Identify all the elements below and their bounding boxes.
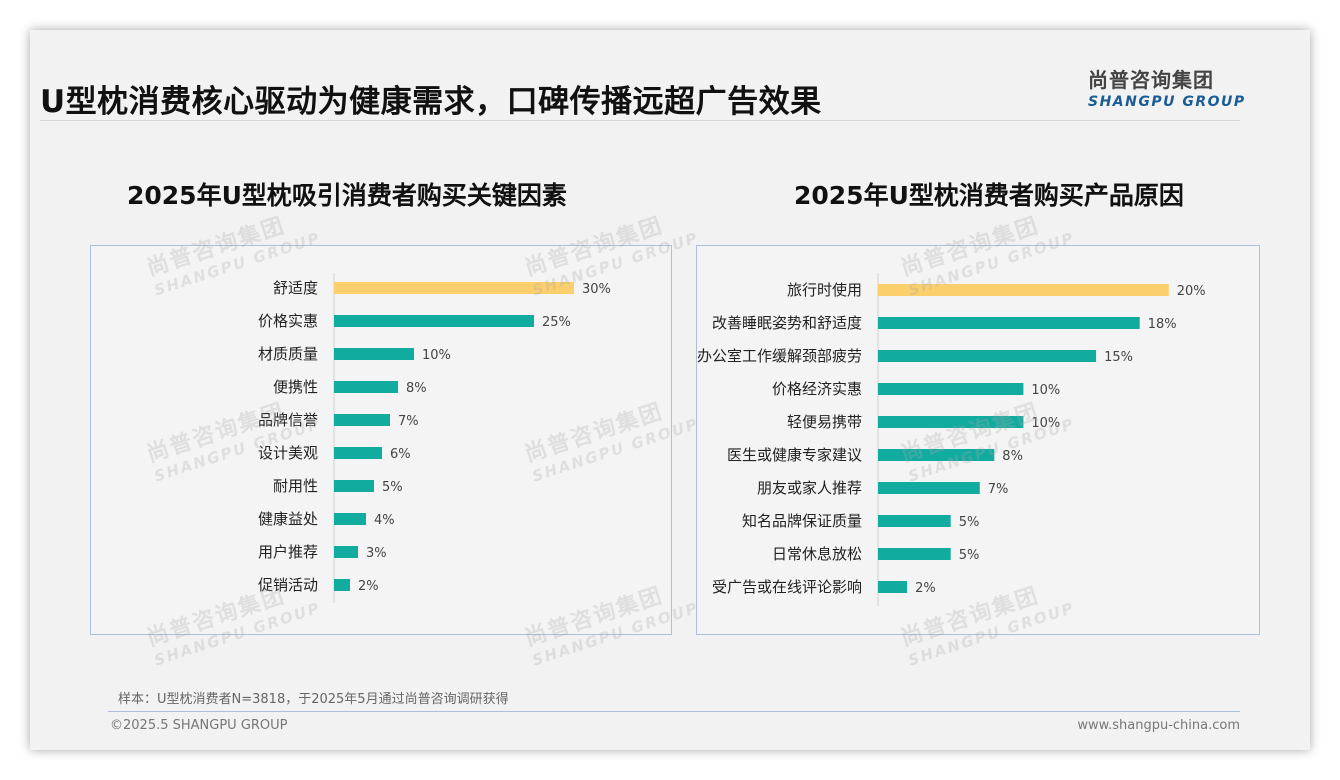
value-label: 4% <box>374 513 395 528</box>
bar <box>878 581 908 593</box>
bar <box>334 414 390 426</box>
bar-chart-left: 舒适度 30% 价格实惠 25% 材质质量 10% 便携性 8% 品牌信誉 7% 设计美观 6% 耐用性… <box>258 273 611 603</box>
value-label: 2% <box>915 581 936 596</box>
category-label: 朋友或家人推荐 <box>757 479 862 497</box>
bar <box>334 579 350 591</box>
value-label: 10% <box>1031 383 1060 398</box>
category-label: 材质质量 <box>258 345 318 363</box>
bar <box>334 348 414 360</box>
chart-title-right: 2025年U型枕消费者购买产品原因 <box>794 181 1184 210</box>
bar <box>334 513 366 525</box>
category-label: 轻便易携带 <box>787 413 862 431</box>
company-logo: 尚普咨询集团 SHANGPU GROUP <box>1088 64 1248 110</box>
bar <box>878 482 980 494</box>
category-label: 品牌信誉 <box>258 411 318 429</box>
value-label: 25% <box>542 315 571 330</box>
value-label: 3% <box>366 546 387 561</box>
value-label: 10% <box>1031 416 1060 431</box>
category-label: 健康益处 <box>258 510 318 528</box>
category-label: 日常休息放松 <box>772 545 862 563</box>
page-title: U型枕消费核心驱动为健康需求，口碑传播远超广告效果 <box>40 84 822 120</box>
footer-divider <box>108 711 1240 712</box>
bar <box>878 284 1169 296</box>
bar <box>334 447 382 459</box>
bar <box>334 282 574 294</box>
value-label: 5% <box>959 515 980 530</box>
value-label: 8% <box>406 381 427 396</box>
value-label: 2% <box>358 579 379 594</box>
value-label: 18% <box>1148 317 1177 332</box>
website-link[interactable]: www.shangpu-china.com <box>1077 718 1240 733</box>
value-label: 5% <box>959 548 980 563</box>
bar <box>878 548 951 560</box>
bar <box>334 480 374 492</box>
chart-panel-left: 舒适度 30% 价格实惠 25% 材质质量 10% 便携性 8% 品牌信誉 7% 设计美观 6% 耐用性… <box>90 245 672 635</box>
value-label: 10% <box>422 348 451 363</box>
bar <box>334 315 534 327</box>
slide: U型枕消费核心驱动为健康需求，口碑传播远超广告效果 尚普咨询集团 SHANGPU… <box>30 30 1310 750</box>
bar <box>334 546 358 558</box>
value-label: 15% <box>1104 350 1133 365</box>
value-label: 30% <box>582 282 611 297</box>
chart-panel-right: 旅行时使用 20% 改善睡眠姿势和舒适度 18% 办公室工作缓解颈部疲劳 15% 价格经济实… <box>696 245 1260 635</box>
value-label: 7% <box>398 414 419 429</box>
bar-chart-right: 旅行时使用 20% 改善睡眠姿势和舒适度 18% 办公室工作缓解颈部疲劳 15% 价格经济实… <box>697 273 1206 606</box>
bar <box>334 381 398 393</box>
category-label: 受广告或在线评论影响 <box>712 578 862 596</box>
category-label: 用户推荐 <box>258 543 318 561</box>
category-label: 旅行时使用 <box>787 281 862 299</box>
category-label: 价格经济实惠 <box>772 380 862 398</box>
category-label: 医生或健康专家建议 <box>727 446 862 464</box>
value-label: 7% <box>988 482 1009 497</box>
bar <box>878 383 1024 395</box>
category-label: 舒适度 <box>273 279 318 297</box>
category-label: 设计美观 <box>258 444 318 462</box>
bar <box>878 317 1140 329</box>
chart-title-left: 2025年U型枕吸引消费者购买关键因素 <box>127 181 567 210</box>
value-label: 20% <box>1177 284 1206 299</box>
bar <box>878 515 951 527</box>
logo-text-cn: 尚普咨询集团 <box>1088 68 1214 92</box>
logo-text-en: SHANGPU GROUP <box>1088 94 1246 110</box>
category-label: 改善睡眠姿势和舒适度 <box>712 314 862 332</box>
title-divider <box>40 120 1240 121</box>
sample-note: 样本：U型枕消费者N=3818，于2025年5月通过尚普咨询调研获得 <box>118 692 509 707</box>
category-label: 办公室工作缓解颈部疲劳 <box>697 347 862 365</box>
value-label: 8% <box>1002 449 1023 464</box>
copyright-text: ©2025.5 SHANGPU GROUP <box>110 718 288 733</box>
value-label: 6% <box>390 447 411 462</box>
category-label: 价格实惠 <box>258 312 318 330</box>
category-label: 耐用性 <box>273 477 318 495</box>
bar <box>878 350 1097 362</box>
bar <box>878 449 995 461</box>
category-label: 便携性 <box>273 378 318 396</box>
category-label: 知名品牌保证质量 <box>742 512 862 530</box>
category-label: 促销活动 <box>258 576 318 594</box>
value-label: 5% <box>382 480 403 495</box>
bar <box>878 416 1024 428</box>
